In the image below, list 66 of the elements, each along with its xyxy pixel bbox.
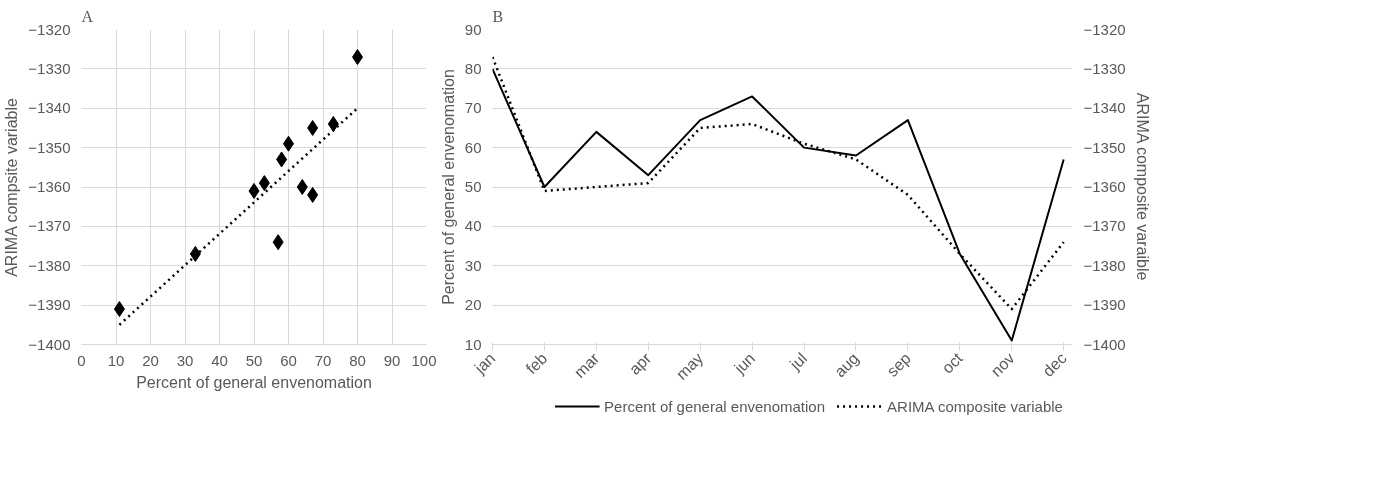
x-tick-label: 40 [211,351,228,369]
x-tick-label: 30 [176,351,194,369]
y-tick-label: 70 [464,99,482,117]
point [272,234,284,251]
x-tick-label: 60 [280,351,297,369]
y2-axis-title: ARIMA composite varaible [1133,92,1151,281]
x-tick-label: aug [831,349,862,381]
chart-title: B [492,7,504,25]
x-tick-label: 0 [77,351,86,369]
point [296,179,308,195]
point [189,245,201,262]
point [258,175,270,192]
x-tick-label: 80 [349,351,366,369]
y2-tick-label: −1390 [1083,296,1126,314]
y-tick-label: 60 [464,138,482,156]
y-tick-label: 30 [464,256,482,274]
y2-tick-label: −1360 [1083,178,1126,195]
y2-tick-label: −1340 [1083,99,1126,117]
x-tick-label: jul [786,349,811,374]
y-tick-label: 80 [464,59,482,77]
point [113,301,125,318]
legend-label: ARIMA composite variable [887,397,1063,415]
x-tick-label: sep [883,349,914,380]
x-tick-label: 70 [314,351,332,369]
x-tick-label: oct [938,349,967,377]
y-tick-label: −1370 [28,217,71,235]
y-axis-title: ARIMA compsite variable [3,97,21,277]
legend-label: Percent of general envenomation [604,397,826,415]
x-tick-label: apr [625,349,655,378]
x-tick-label: jun [730,349,759,378]
x-tick-label: mar [570,349,603,381]
point [276,151,288,168]
y2-tick-label: −1370 [1083,217,1126,235]
x-tick-label: nov [987,349,1018,380]
x-tick-label: 20 [142,351,159,369]
y2-tick-label: −1380 [1083,256,1126,274]
x-tick-label: feb [522,349,551,378]
y-tick-label: −1330 [28,59,71,77]
y-tick-label: 90 [464,20,482,38]
x-tick-label: may [672,349,707,383]
y-tick-label: −1340 [28,99,71,117]
y-axis-title: Percent of general envenomation [439,69,457,305]
x-tick-label: 100 [411,351,437,369]
point [327,116,339,132]
y-tick-label: −1320 [28,20,71,38]
point [307,186,319,203]
y2-tick-label: −1320 [1083,20,1126,38]
y-tick-label: 20 [464,296,482,314]
y2-tick-label: −1400 [1083,335,1126,353]
y-tick-label: 40 [464,217,482,235]
y-tick-label: −1380 [28,256,71,274]
y2-tick-label: −1350 [1083,138,1126,156]
x-tick-label: 90 [383,351,401,369]
y-tick-label: −1400 [28,335,71,353]
y-tick-label: −1350 [28,138,71,156]
x-tick-label: dec [1039,349,1070,380]
x-tick-label: 50 [245,351,263,369]
point [307,119,319,136]
y-tick-label: −1360 [28,178,71,195]
x-axis-title: Percent of general envenomation [136,373,372,391]
x-tick-label: 10 [107,351,125,369]
chart-title: A [81,7,94,25]
y-tick-label: −1390 [28,296,71,314]
y-tick-label: 50 [464,178,482,195]
point [248,182,260,199]
y2-tick-label: −1330 [1083,59,1126,77]
